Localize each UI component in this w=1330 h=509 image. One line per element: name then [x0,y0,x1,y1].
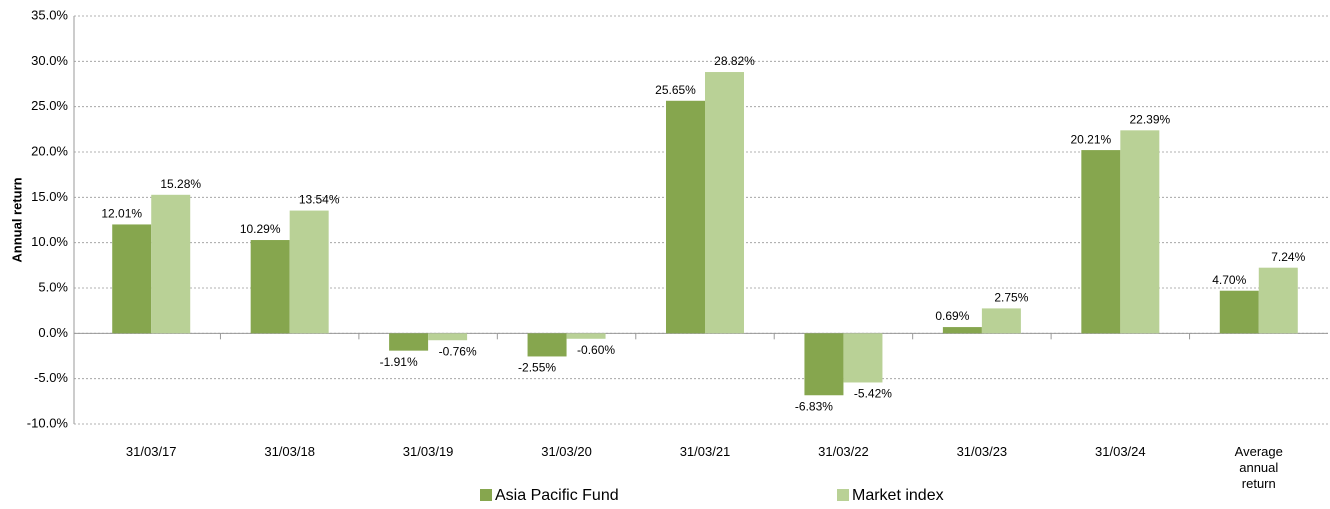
bar [1081,150,1121,334]
value-label: -6.83% [795,399,833,413]
y-tick-label: 10.0% [31,234,68,249]
bar [289,210,329,334]
value-label: 4.70% [1212,273,1246,287]
value-label: -2.55% [518,361,556,375]
value-label: -0.60% [577,343,615,357]
value-label: 15.28% [160,177,201,191]
bar [843,333,883,383]
bar [981,308,1021,334]
y-tick-label: 35.0% [31,7,68,22]
bar [151,194,191,334]
value-label: 13.54% [299,193,340,207]
x-tick-label: 31/03/24 [1095,444,1146,459]
bar [566,333,606,339]
bar [250,240,290,334]
y-tick-label: 5.0% [38,279,68,294]
value-label: 7.24% [1271,250,1305,264]
x-tick-label: Average annual return [1234,444,1283,491]
value-label: 2.75% [994,291,1028,305]
bar [1120,130,1160,334]
x-tick-label: 31/03/17 [125,444,177,459]
x-tick-label: 31/03/20 [541,444,592,459]
bar [527,333,567,357]
value-label: 10.29% [240,222,281,236]
bar [705,72,744,334]
x-tick-label: 31/03/18 [264,444,315,459]
bar [804,333,844,396]
bar [1219,290,1259,334]
legend-swatch [480,489,492,501]
value-label: -5.42% [854,387,892,401]
bar [1258,267,1298,334]
y-tick-label: -5.0% [34,370,68,385]
value-label: 25.65% [655,83,696,97]
value-label: 28.82% [714,54,755,68]
bar [112,224,152,334]
x-tick-label: 31/03/21 [679,444,731,459]
value-label: 0.69% [935,309,969,323]
legend-label: Market index [852,487,944,504]
bar [428,333,468,341]
value-label: 22.39% [1129,113,1170,127]
bar [389,333,429,351]
value-label: -0.76% [439,344,477,358]
legend-label: Asia Pacific Fund [495,487,619,504]
x-tick-label: 31/03/19 [402,444,454,459]
y-tick-label: -10.0% [27,415,69,430]
x-tick-label: 31/03/23 [956,444,1008,459]
y-tick-label: 30.0% [31,53,68,68]
value-label: 12.01% [101,207,142,221]
value-label: 20.21% [1070,132,1111,146]
y-axis-label: Annual return [9,177,24,262]
bar [666,100,705,334]
y-tick-label: 20.0% [31,143,68,158]
y-tick-label: 0.0% [38,325,68,340]
legend-item: Market index [837,487,944,505]
y-tick-label: 15.0% [31,189,68,204]
legend-swatch [837,489,849,501]
x-tick-label: 31/03/22 [818,444,869,459]
y-tick-label: 25.0% [31,98,68,113]
bar [942,327,982,334]
value-label: -1.91% [380,355,418,369]
legend-item: Asia Pacific Fund [480,487,619,505]
